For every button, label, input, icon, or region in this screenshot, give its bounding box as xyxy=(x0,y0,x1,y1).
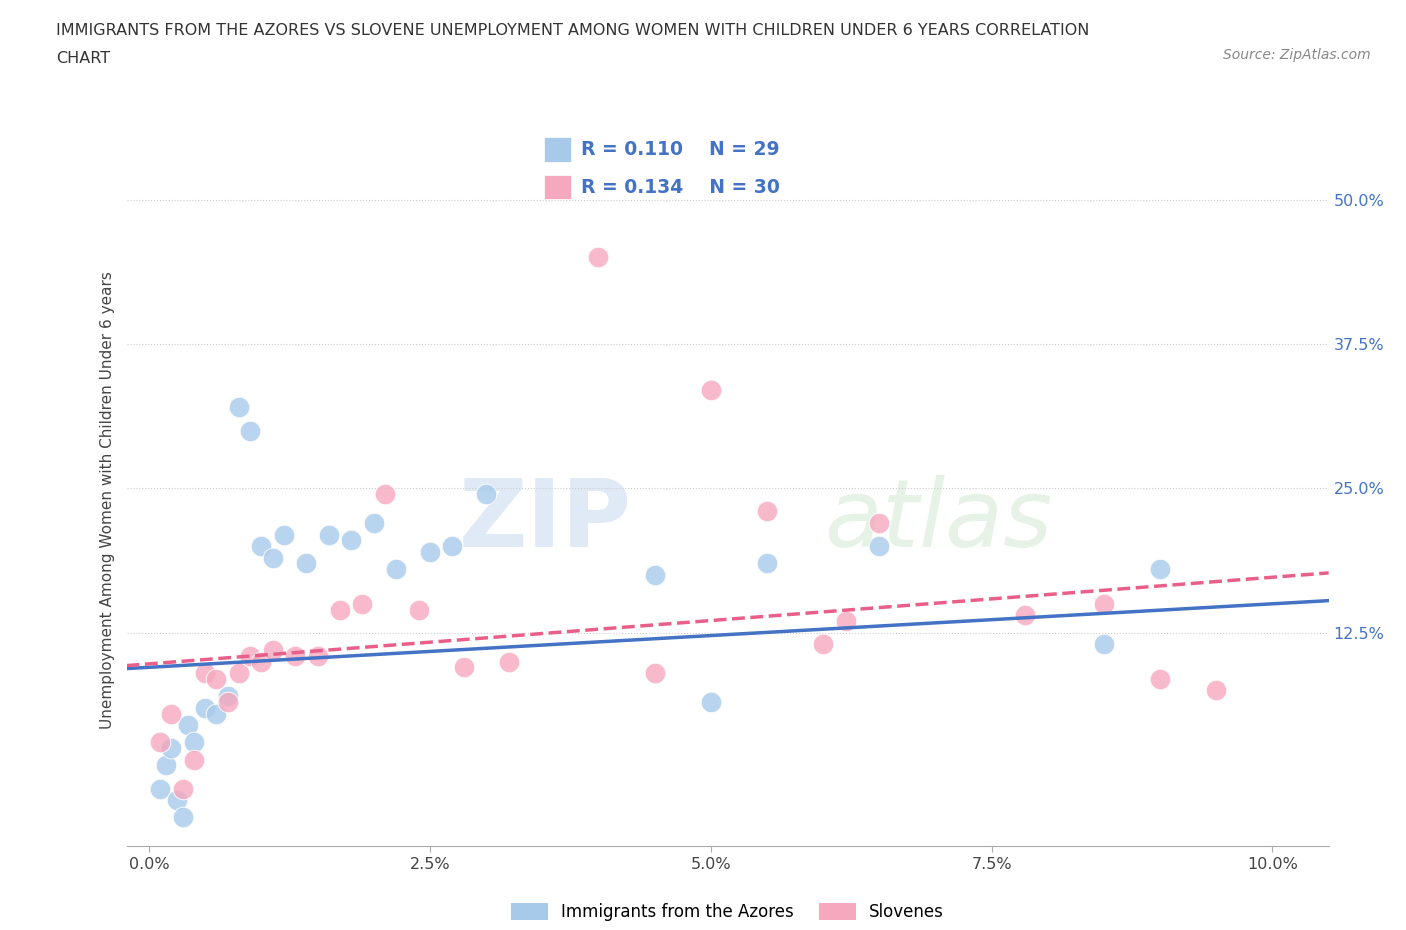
Point xyxy=(194,700,217,715)
Point xyxy=(1014,608,1036,623)
Point xyxy=(1205,683,1227,698)
Point xyxy=(408,602,430,617)
Point xyxy=(155,758,177,773)
Point xyxy=(1092,596,1115,611)
Point xyxy=(700,383,723,398)
Point xyxy=(453,660,475,675)
Text: R = 0.134    N = 30: R = 0.134 N = 30 xyxy=(581,178,779,196)
Point xyxy=(1092,637,1115,652)
Point xyxy=(340,533,363,548)
Legend: Immigrants from the Azores, Slovenes: Immigrants from the Azores, Slovenes xyxy=(505,897,950,928)
Point xyxy=(811,637,834,652)
Y-axis label: Unemployment Among Women with Children Under 6 years: Unemployment Among Women with Children U… xyxy=(100,271,115,729)
Point xyxy=(868,515,890,530)
Point xyxy=(700,695,723,710)
FancyBboxPatch shape xyxy=(544,138,571,162)
Point xyxy=(166,792,188,807)
Point xyxy=(149,781,172,796)
Text: Source: ZipAtlas.com: Source: ZipAtlas.com xyxy=(1223,48,1371,62)
Point xyxy=(284,648,307,663)
Point xyxy=(363,515,385,530)
Point xyxy=(385,562,408,577)
Point xyxy=(1149,671,1171,686)
Point xyxy=(205,671,228,686)
Point xyxy=(183,752,205,767)
Point xyxy=(834,614,856,629)
Point xyxy=(262,551,284,565)
Point xyxy=(273,527,295,542)
Point xyxy=(307,648,329,663)
Point xyxy=(160,706,183,721)
Point xyxy=(374,486,396,501)
Point xyxy=(250,654,273,669)
Text: IMMIGRANTS FROM THE AZORES VS SLOVENE UNEMPLOYMENT AMONG WOMEN WITH CHILDREN UND: IMMIGRANTS FROM THE AZORES VS SLOVENE UN… xyxy=(56,23,1090,38)
Point xyxy=(228,666,250,681)
Point xyxy=(755,504,778,519)
Point xyxy=(205,706,228,721)
Text: R = 0.110    N = 29: R = 0.110 N = 29 xyxy=(581,140,779,159)
Point xyxy=(329,602,352,617)
Point xyxy=(183,735,205,750)
Point xyxy=(172,781,194,796)
Point xyxy=(498,654,520,669)
Point xyxy=(588,250,610,265)
Point xyxy=(239,423,262,438)
Text: ZIP: ZIP xyxy=(458,474,631,566)
Point xyxy=(160,740,183,755)
Point xyxy=(475,486,498,501)
Point xyxy=(1149,562,1171,577)
Point xyxy=(217,695,239,710)
Point xyxy=(419,544,441,559)
Point xyxy=(295,556,318,571)
Point xyxy=(441,538,464,553)
Point xyxy=(868,538,890,553)
FancyBboxPatch shape xyxy=(544,175,571,199)
Point xyxy=(644,666,666,681)
Point xyxy=(228,400,250,415)
Point xyxy=(250,538,273,553)
Point xyxy=(239,648,262,663)
Point xyxy=(352,596,374,611)
Text: CHART: CHART xyxy=(56,51,110,66)
Point xyxy=(318,527,340,542)
Text: atlas: atlas xyxy=(824,475,1052,566)
Point xyxy=(262,643,284,658)
Point xyxy=(217,689,239,704)
Point xyxy=(755,556,778,571)
Point xyxy=(177,718,200,733)
Point xyxy=(149,735,172,750)
Point xyxy=(194,666,217,681)
Point xyxy=(172,810,194,825)
Point xyxy=(644,567,666,582)
